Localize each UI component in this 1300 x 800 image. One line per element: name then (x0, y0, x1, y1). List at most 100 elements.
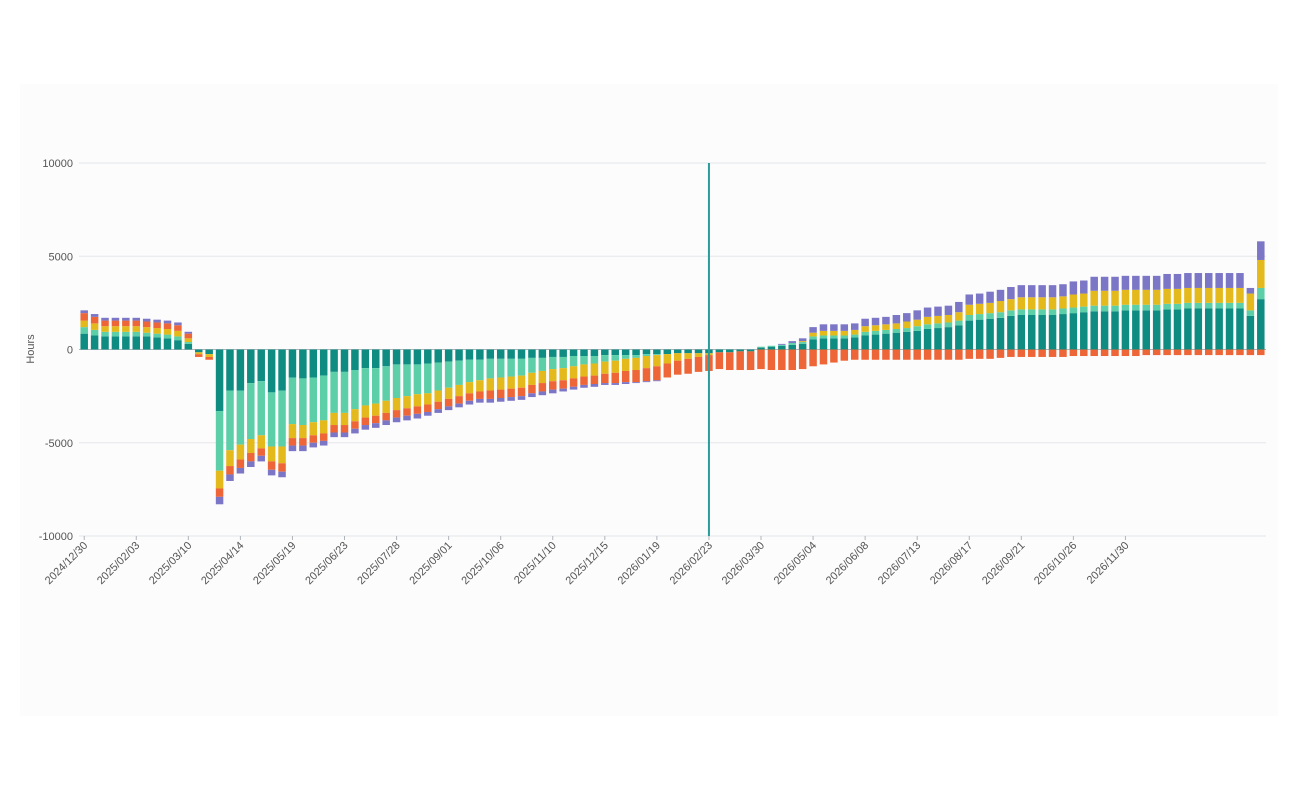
bar-segment (372, 423, 380, 428)
bar-segment (1163, 303, 1171, 310)
bar-segment (528, 393, 536, 398)
bar-segment (1184, 273, 1192, 288)
bar-segment (913, 310, 921, 320)
bar-segment (1173, 349, 1182, 356)
bar-segment (1059, 284, 1067, 297)
bar-segment (1257, 299, 1265, 350)
bar-segment (663, 363, 672, 378)
bar-segment (903, 328, 911, 332)
bar-segment (163, 328, 172, 335)
bar-segment (632, 355, 640, 358)
bar-segment (601, 373, 609, 384)
x-tick-label: 2025/12/15 (564, 540, 611, 587)
bar-segment (840, 349, 849, 361)
bar-segment (90, 335, 99, 350)
bar-segment (174, 325, 182, 331)
bar-segment (309, 422, 318, 436)
bar-segment (684, 349, 692, 354)
bar-segment (1017, 297, 1026, 310)
bar-segment (1236, 349, 1244, 356)
bar-segment (90, 316, 99, 324)
bar-segment (1246, 310, 1255, 316)
bar-segment (319, 433, 328, 441)
bar-segment (1257, 259, 1265, 288)
bar-segment (111, 331, 120, 337)
bar-segment (142, 327, 151, 333)
bar-segment (830, 349, 838, 363)
bar-segment (694, 356, 703, 372)
bar-segment (267, 446, 276, 462)
x-tick-label: 2026/05/04 (772, 540, 819, 587)
bar-segment (1080, 280, 1088, 294)
bar-segment (632, 370, 640, 383)
bar-segment (923, 307, 932, 317)
bar-segment (611, 383, 619, 385)
bar-segment (757, 349, 765, 370)
bar-segment (496, 389, 505, 398)
bar-segment (1027, 315, 1036, 350)
bar-segment (538, 357, 547, 371)
bar-segment (642, 368, 651, 382)
bar-segment (330, 371, 338, 413)
bar-segment (778, 345, 786, 350)
bar-segment (403, 349, 411, 365)
bar-segment (309, 377, 318, 423)
y-axis-label: Hours (25, 334, 37, 364)
bar-segment (1100, 349, 1109, 357)
bar-segment (684, 358, 692, 374)
bar-segment (934, 315, 942, 324)
bar-segment (1215, 273, 1223, 288)
bar-segment (257, 435, 265, 449)
bar-segment (913, 319, 921, 327)
bar-segment (653, 354, 661, 356)
bar-segment (247, 349, 255, 384)
bar-segment (850, 323, 859, 330)
bar-segment (944, 305, 953, 315)
bar-segment (1121, 275, 1130, 290)
bar-segment (288, 349, 297, 378)
bar-segment (611, 349, 619, 356)
bar-segment (424, 363, 432, 394)
bar-segment (226, 450, 234, 467)
bar-segment (892, 323, 901, 329)
bar-segment (1184, 349, 1192, 356)
bar-segment (830, 330, 838, 336)
bar-segment (101, 326, 109, 332)
bar-segment (632, 357, 640, 371)
bar-segment (403, 364, 411, 397)
bar-segment (278, 463, 286, 472)
bar-segment (611, 355, 619, 361)
bar-segment (1194, 287, 1203, 303)
bar-segment (163, 334, 172, 339)
bar-segment (517, 358, 526, 376)
bar-segment (1152, 275, 1161, 290)
y-tick-label: 0 (67, 345, 73, 357)
bar-segment (528, 372, 536, 385)
bar-segment (1204, 308, 1213, 350)
bar-segment (590, 375, 599, 384)
bar-segment (361, 405, 370, 418)
bar-segment (205, 349, 213, 355)
bar-segment (569, 366, 578, 379)
bar-segment (319, 375, 328, 421)
bar-segment (882, 333, 890, 350)
bar-segment (1048, 285, 1057, 298)
bar-segment (694, 349, 703, 354)
bar-segment (944, 327, 953, 350)
bar-segment (361, 417, 370, 426)
y-tick-label: -10000 (39, 531, 73, 543)
bar-segment (1090, 276, 1098, 291)
bar-segment (1017, 285, 1026, 298)
bar-segment (934, 328, 942, 350)
bar-segment (923, 349, 932, 360)
bar-segment (444, 398, 453, 407)
bar-segment (757, 347, 765, 350)
bar-segment (215, 470, 224, 489)
bar-segment (1007, 310, 1015, 316)
bar-segment (309, 442, 318, 448)
bar-segment (882, 316, 890, 325)
bar-segment (382, 400, 390, 413)
bar-segment (507, 376, 515, 389)
bar-segment (861, 349, 869, 360)
bar-segment (122, 317, 130, 321)
